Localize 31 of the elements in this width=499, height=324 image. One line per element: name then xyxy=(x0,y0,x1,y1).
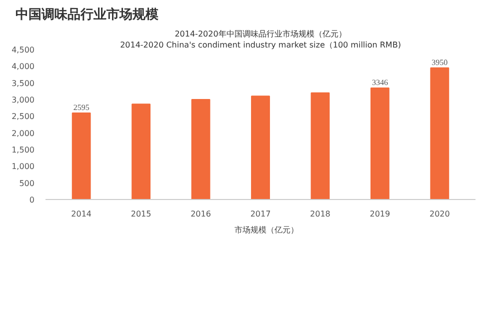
data-label: 2595 xyxy=(73,103,90,112)
x-tick-label: 2020 xyxy=(429,210,450,218)
y-tick-label: 0 xyxy=(29,196,35,204)
text: 市场规模（亿元） xyxy=(234,224,298,236)
y-tick-label: 3,000 xyxy=(12,96,35,104)
y-tick-label: 1,000 xyxy=(12,162,35,172)
bar xyxy=(132,104,151,200)
y-tick-label: 4,000 xyxy=(12,62,35,72)
text: 2014-2020 China's condiment industry market size（100 million RMB) xyxy=(120,40,401,50)
bar xyxy=(370,87,390,200)
data-label: 3346 xyxy=(372,78,388,87)
x-tick-label: 2016 xyxy=(190,210,211,218)
y-tick-label: 500 xyxy=(19,178,35,188)
y-tick-label: 4,500 xyxy=(12,46,35,54)
bar xyxy=(310,92,330,200)
x-tick-label: 2015 xyxy=(130,210,152,218)
y-tick-label: 2,000 xyxy=(12,128,35,138)
y-tick-label: 2,500 xyxy=(12,112,35,122)
y-tick-label: 3,500 xyxy=(12,78,35,88)
data-label: 3950 xyxy=(432,58,448,67)
x-tick-label: 2014 xyxy=(71,210,92,218)
chart-subtitle: 2014-2020年中国调味品行业市场规模（亿元） xyxy=(174,30,346,38)
y-tick-label: 1,500 xyxy=(12,146,35,154)
bar xyxy=(191,99,210,200)
x-tick-label: 2018 xyxy=(310,210,330,218)
x-tick-label: 2017 xyxy=(250,210,271,218)
chart-title: 中国调味品行业市场规模 xyxy=(16,6,158,22)
bar xyxy=(251,96,270,200)
bar xyxy=(72,112,91,200)
x-tick-label: 2019 xyxy=(370,210,390,218)
bar xyxy=(430,67,450,200)
